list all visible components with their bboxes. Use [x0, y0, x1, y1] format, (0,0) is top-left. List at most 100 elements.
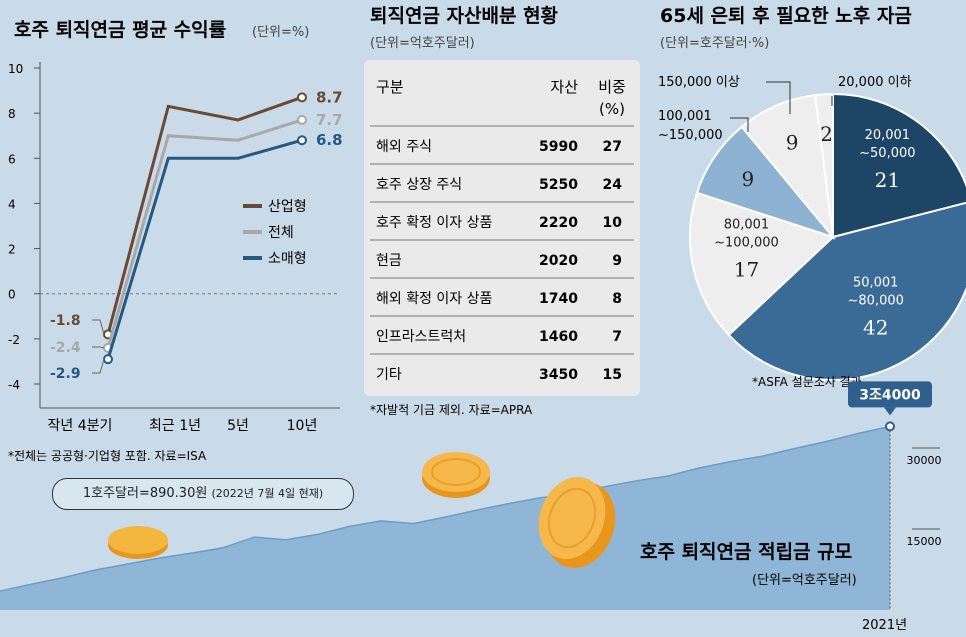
legend-label: 전체 [268, 225, 294, 241]
table-cell-share: 27 [603, 139, 622, 155]
allocation-table-panel [364, 60, 640, 396]
pie-label-leader [766, 81, 791, 114]
line-point [297, 114, 307, 125]
x-tick-label: 5년 [227, 418, 249, 434]
y-tick-label: 0 [8, 288, 16, 302]
line-series-2 [106, 138, 303, 360]
pie-slice-value: 9 [741, 167, 754, 191]
start-label-leader [92, 359, 105, 374]
y-tick-label: 10 [8, 62, 23, 76]
pie-label-leader [730, 117, 749, 132]
table-cell-share: 10 [603, 215, 623, 231]
pie-slice [689, 191, 835, 337]
pie-slice-value: 21 [875, 168, 900, 192]
coin-illustration [108, 452, 616, 568]
y-tick-label: 8 [8, 107, 16, 121]
line-end-label: 7.7 [316, 111, 343, 129]
pie-slice-value: 42 [863, 316, 888, 340]
returns-footnote: *전체는 공공형·기업형 포함. 자료=ISA [8, 449, 207, 463]
retirement-title: 65세 은퇴 후 필요한 노후 자금 [660, 5, 912, 27]
table-cell-category: 기타 [376, 367, 402, 383]
pie-slice-label: ~50,000 [859, 146, 915, 161]
pie-external-label: ~150,000 [658, 128, 723, 143]
callout-box [848, 381, 932, 408]
table-cell-assets: 3450 [539, 367, 578, 383]
table-cell-share: 9 [612, 253, 622, 269]
y-tick-label: 2 [8, 243, 16, 257]
accumulation-unit: (단위=억호주달러) [752, 573, 857, 588]
allocation-title: 퇴직연금 자산배분 현황 [370, 4, 559, 27]
table-cell-assets: 2020 [539, 253, 578, 269]
table-header-category: 구분 [376, 78, 404, 96]
table-cell-category: 해외 확정 이자 상품 [376, 291, 493, 307]
legend-label: 소매형 [268, 251, 307, 267]
line-start-label: -1.8 [50, 313, 81, 329]
retirement-unit: (단위=호주달러·%) [660, 36, 769, 51]
pie-slice-label: 50,001 [853, 276, 899, 291]
y-tick-label: 6 [8, 152, 16, 166]
pie-slice-value: 9 [786, 131, 799, 155]
x-tick-label: 최근 1년 [149, 418, 201, 434]
exchange-rate-note: 1호주달러=890.30원 (2022년 7월 4일 현재) [52, 478, 354, 510]
table-cell-share: 15 [603, 367, 622, 383]
table-header-share-unit: (%) [599, 100, 625, 118]
legend-label: 산업형 [268, 199, 307, 215]
x-tick-label: 작년 4분기 [48, 418, 113, 434]
table-cell-share: 24 [603, 177, 623, 193]
pie-slice-label: 20,001 [865, 128, 911, 143]
returns-line-chart: -4 -2 0 2 4 6 8 10 작년 4분기 최근 1년 5년 10년 8.7 -1.8 산업형 7.7… [8, 62, 343, 434]
y-tick-label: -4 [8, 378, 20, 392]
table-cell-assets: 1460 [539, 329, 578, 345]
area-tick-label: 15000 [907, 535, 942, 548]
y-tick-label: 4 [8, 197, 16, 211]
accumulation-callout: 3조4000 [848, 381, 932, 432]
accumulation-year-label: 2021년 [862, 618, 907, 633]
line-start-label: -2.9 [50, 366, 81, 382]
pie-external-label: 150,000 이상 [658, 75, 740, 90]
retirement-pie-chart: 2 20,001 ~50,000 21 50,001 ~80,000 42 80,001 ~10… [658, 75, 966, 381]
start-label-leader [92, 319, 105, 335]
table-cell-category: 호주 확정 이자 상품 [376, 215, 493, 231]
pie-slice [727, 201, 966, 381]
table-cell-assets: 2220 [539, 215, 578, 231]
pie-slice [740, 94, 835, 241]
start-label-leader [92, 346, 105, 349]
table-cell-category: 현금 [376, 253, 402, 269]
line-point [103, 354, 113, 365]
exchange-rate-main: 1호주달러=890.30원 [82, 486, 208, 501]
callout-point [885, 421, 895, 432]
returns-title: 호주 퇴직연금 평균 수익률 [14, 19, 226, 41]
table-cell-assets: 5990 [539, 139, 578, 155]
allocation-footnote: *자발적 기금 제외. 자료=APRA [370, 403, 533, 417]
table-header-share: 비중 [598, 78, 626, 96]
allocation-table: 구분 자산 비중 (%) 해외 주식 5990 27 호주 상장 주식 5250 24 호주 확정 … [370, 78, 634, 383]
line-point [297, 92, 307, 103]
retirement-footnote: *ASFA 설문조사 결과. [752, 375, 866, 389]
pie-slice-label: ~80,000 [848, 294, 904, 309]
pie-slice-value: 2 [820, 122, 833, 146]
accumulation-title: 호주 퇴직연금 적립금 규모 [640, 541, 852, 563]
table-cell-assets: 5250 [539, 177, 578, 193]
exchange-rate-date: (2022년 7월 4일 현재) [211, 487, 324, 500]
line-point [297, 135, 307, 146]
table-header-assets: 자산 [550, 78, 578, 96]
pie-slice-label: 80,001 [724, 217, 770, 232]
callout-value: 3조4000 [859, 387, 921, 403]
x-tick-label: 10년 [287, 418, 318, 434]
table-cell-share: 7 [612, 329, 622, 345]
table-cell-category: 해외 주식 [376, 139, 432, 155]
area-line [0, 425, 891, 592]
pie-slice-label: ~100,000 [714, 235, 779, 250]
area-fill [0, 426, 890, 610]
pie-external-label: 100,001 [658, 109, 712, 124]
pie-slice-value: 17 [734, 257, 759, 281]
y-tick-label: -2 [8, 333, 20, 347]
pie-external-label: 20,000 이하 [838, 75, 912, 90]
line-start-label: -2.4 [50, 340, 81, 356]
table-cell-assets: 1740 [539, 291, 578, 307]
pie-slice [695, 125, 836, 240]
accumulation-area-chart: 15000 30000 [0, 425, 942, 610]
table-cell-share: 8 [612, 291, 622, 307]
line-end-label: 6.8 [316, 131, 343, 149]
